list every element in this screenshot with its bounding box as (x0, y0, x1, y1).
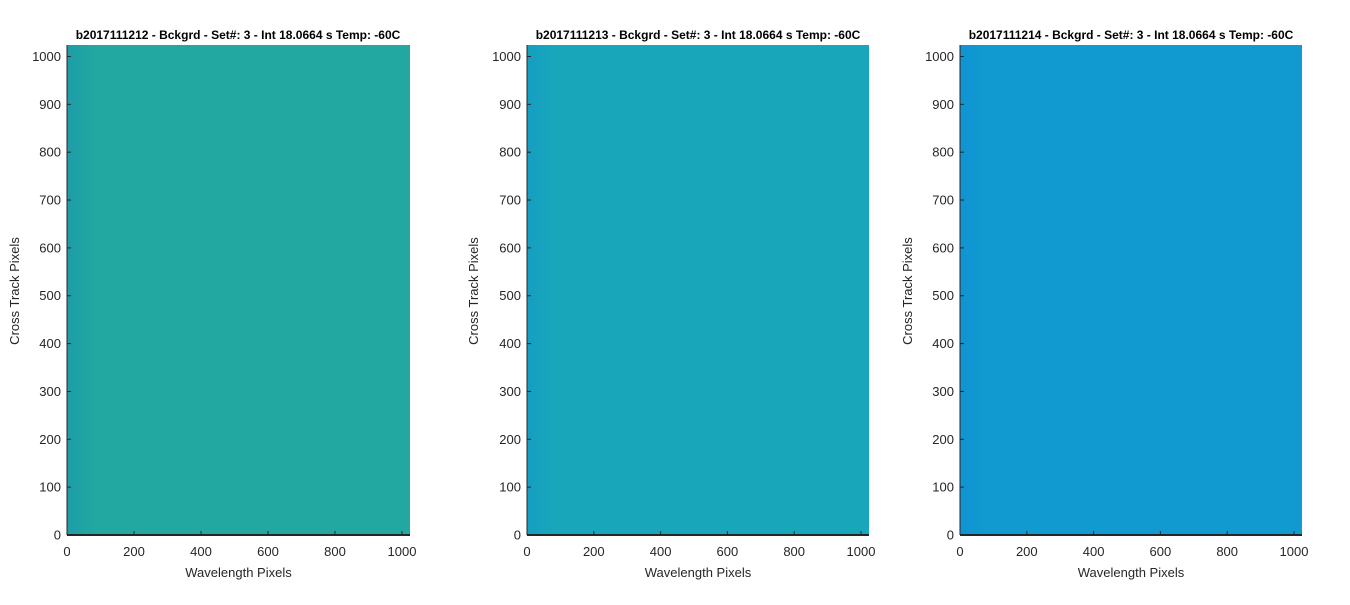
y-tick-label: 900 (499, 97, 521, 112)
y-tick-label: 800 (499, 145, 521, 160)
x-tick-label: 200 (123, 544, 145, 559)
y-tick-label: 100 (499, 480, 521, 495)
x-tick-label: 800 (1216, 544, 1238, 559)
y-tick-label: 600 (932, 240, 954, 255)
heatmap-panel-3: 0 200 400 600 800 1000 0 100 200 300 400 500 600 700 8… (900, 28, 1308, 580)
x-axis-label: Wavelength Pixels (185, 565, 292, 580)
x-tick-label: 600 (1150, 544, 1172, 559)
y-tick-label: 1000 (492, 49, 521, 64)
heatmap-edge-shade (67, 45, 410, 535)
y-tick-label: 200 (39, 432, 61, 447)
heatmap-edge-shade (527, 45, 869, 535)
y-tick-label: 400 (39, 336, 61, 351)
heatmap-panel-2: 0 200 400 600 800 1000 0 100 200 300 400 500 600 700 8… (466, 28, 875, 580)
x-tick-label: 600 (717, 544, 739, 559)
chart-title: b2017111212 - Bckgrd - Set#: 3 - Int 18.… (76, 28, 401, 42)
y-tick-label: 700 (39, 193, 61, 208)
y-axis-label: Cross Track Pixels (7, 237, 22, 345)
x-tick-label: 400 (1083, 544, 1105, 559)
y-tick-label: 100 (39, 480, 61, 495)
x-axis-label: Wavelength Pixels (645, 565, 752, 580)
x-tick-label: 1000 (388, 544, 417, 559)
x-tick-label: 0 (956, 544, 963, 559)
x-tick-label: 800 (783, 544, 805, 559)
y-tick-label: 600 (499, 240, 521, 255)
y-tick-label: 800 (932, 145, 954, 160)
x-tick-label: 1000 (847, 544, 876, 559)
y-tick-label: 0 (514, 528, 521, 543)
x-tick-label: 400 (650, 544, 672, 559)
y-tick-label: 700 (932, 193, 954, 208)
y-tick-label: 1000 (925, 49, 954, 64)
y-tick-label: 100 (932, 480, 954, 495)
y-tick-label: 0 (947, 528, 954, 543)
x-tick-label: 0 (523, 544, 530, 559)
x-tick-label: 1000 (1280, 544, 1309, 559)
y-tick-label: 1000 (32, 49, 61, 64)
y-tick-label: 800 (39, 145, 61, 160)
x-tick-label: 0 (63, 544, 70, 559)
x-tick-label: 400 (190, 544, 212, 559)
y-tick-label: 900 (932, 97, 954, 112)
y-tick-label: 600 (39, 240, 61, 255)
y-tick-label: 500 (499, 288, 521, 303)
y-tick-label: 400 (499, 336, 521, 351)
y-tick-label: 900 (39, 97, 61, 112)
y-tick-label: 200 (932, 432, 954, 447)
x-tick-label: 800 (324, 544, 346, 559)
y-tick-label: 500 (39, 288, 61, 303)
y-tick-label: 400 (932, 336, 954, 351)
y-axis-label: Cross Track Pixels (466, 237, 481, 345)
y-tick-label: 200 (499, 432, 521, 447)
y-axis-label: Cross Track Pixels (900, 237, 915, 345)
x-tick-label: 200 (1016, 544, 1038, 559)
chart-title: b2017111214 - Bckgrd - Set#: 3 - Int 18.… (969, 28, 1294, 42)
y-tick-label: 700 (499, 193, 521, 208)
y-tick-label: 0 (54, 528, 61, 543)
y-tick-label: 300 (499, 384, 521, 399)
x-axis-label: Wavelength Pixels (1078, 565, 1185, 580)
x-tick-label: 600 (257, 544, 279, 559)
y-tick-label: 300 (932, 384, 954, 399)
y-tick-label: 500 (932, 288, 954, 303)
heatmap-panel-1: 0 200 400 600 800 1000 0 100 200 300 400 500 600 700 8… (7, 28, 416, 580)
y-tick-label: 300 (39, 384, 61, 399)
heatmap-edge-shade (960, 45, 1302, 535)
chart-title: b2017111213 - Bckgrd - Set#: 3 - Int 18.… (536, 28, 861, 42)
x-tick-label: 200 (583, 544, 605, 559)
